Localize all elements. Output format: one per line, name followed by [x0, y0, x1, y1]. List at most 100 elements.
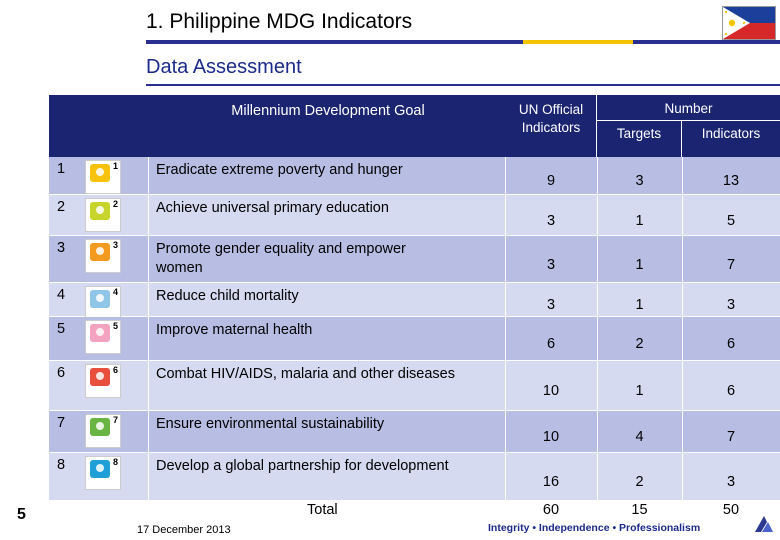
column-divider: [682, 317, 683, 361]
goal-number: 5: [57, 321, 66, 337]
mdg-goal-icon: 6: [85, 364, 121, 398]
row-background: [49, 236, 780, 283]
goal-description: Eradicate extreme poverty and hunger: [156, 162, 403, 178]
philippine-flag-icon: [722, 6, 776, 40]
value-un: 3: [546, 297, 556, 313]
mdg-goal-icon: 4: [85, 286, 121, 320]
mdg-table: Millennium Development Goal UN Official …: [49, 95, 780, 518]
column-divider: [682, 411, 683, 453]
value-targets: 1: [635, 297, 644, 313]
column-divider: [597, 236, 598, 283]
column-divider: [682, 236, 683, 283]
total-un: 60: [542, 502, 560, 518]
goal-number: 2: [57, 199, 66, 215]
column-divider: [505, 317, 506, 361]
goal-description: Ensure environmental sustainability: [156, 416, 385, 432]
column-divider: [505, 453, 506, 501]
total-row: Total 60 15 50: [49, 501, 780, 523]
mdg-goal-icon: 3: [85, 239, 121, 273]
value-un: 6: [546, 336, 556, 352]
value-indicators: 5: [726, 213, 736, 229]
value-indicators: 7: [726, 429, 736, 445]
title-rule-accent: [523, 40, 633, 44]
value-indicators: 3: [726, 474, 736, 490]
goal-number: 6: [57, 365, 66, 381]
value-un: 3: [546, 257, 556, 273]
column-divider: [682, 361, 683, 411]
icon-goal-number: 2: [112, 199, 118, 209]
column-divider: [597, 157, 598, 195]
total-targets: 15: [631, 502, 648, 518]
row-divider: [49, 194, 780, 195]
value-targets: 1: [635, 383, 644, 399]
value-targets: 3: [635, 173, 644, 189]
column-divider: [682, 453, 683, 501]
column-divider: [505, 283, 506, 317]
goal-number: 3: [57, 240, 66, 256]
column-divider: [505, 411, 506, 453]
value-targets: 4: [635, 429, 644, 445]
column-divider: [148, 283, 149, 317]
goal-number: 1: [57, 161, 66, 177]
value-targets: 1: [635, 257, 644, 273]
column-divider: [148, 317, 149, 361]
column-divider: [505, 195, 506, 236]
table-row: 3 3 Promote gender equality and empower wo…: [49, 236, 780, 283]
row-background: [49, 283, 780, 317]
row-divider: [49, 410, 780, 411]
icon-goal-number: 7: [112, 415, 118, 425]
mdg-goal-icon: 5: [85, 320, 121, 354]
row-background: [49, 411, 780, 453]
column-divider: [597, 195, 598, 236]
total-label: Total: [307, 502, 338, 518]
goal-description: Achieve universal primary education: [156, 200, 389, 216]
goal-number: 4: [57, 287, 66, 303]
value-indicators: 7: [726, 257, 736, 273]
table-row: 8 8 Develop a global partnership for devel…: [49, 453, 780, 501]
row-divider: [49, 316, 780, 317]
column-divider: [682, 157, 683, 195]
table-row: 1 1 Eradicate extreme poverty and hunger 9 3…: [49, 157, 780, 195]
column-divider: [505, 157, 506, 195]
icon-goal-number: 5: [112, 321, 118, 331]
column-divider: [682, 195, 683, 236]
page-subtitle: Data Assessment: [146, 56, 302, 78]
table-row: 2 2 Achieve universal primary education 3 1 5: [49, 195, 780, 236]
goal-description: Develop a global partnership for develop…: [156, 458, 449, 474]
goal-description: Reduce child mortality: [156, 288, 299, 304]
header-indicators-label: Indicators: [701, 126, 761, 141]
value-indicators: 13: [722, 173, 740, 189]
value-un: 10: [542, 429, 560, 445]
value-un: 9: [546, 173, 556, 189]
row-background: [49, 361, 780, 411]
header-goal: Millennium Development Goal: [148, 95, 505, 157]
header-corner: [49, 95, 148, 157]
column-divider: [597, 361, 598, 411]
footer-motto: Integrity • Independence • Professionali…: [488, 522, 701, 534]
column-divider: [505, 361, 506, 411]
value-indicators: 6: [726, 383, 736, 399]
icon-goal-number: 6: [112, 365, 118, 375]
header-indicators: Indicators: [682, 121, 780, 157]
value-targets: 2: [635, 474, 644, 490]
column-divider: [148, 195, 149, 236]
header-number: Number: [597, 95, 780, 120]
goal-number: 8: [57, 457, 66, 473]
column-divider: [597, 283, 598, 317]
row-background: [49, 453, 780, 501]
title-rule-end: [633, 40, 780, 44]
row-divider: [49, 282, 780, 283]
header-goal-label: Millennium Development Goal: [231, 103, 425, 119]
column-divider: [597, 317, 598, 361]
goal-number: 7: [57, 415, 66, 431]
mdg-goal-icon: 8: [85, 456, 121, 490]
column-divider: [148, 236, 149, 283]
icon-goal-number: 3: [112, 240, 118, 250]
value-targets: 1: [635, 213, 644, 229]
column-divider: [148, 411, 149, 453]
row-divider: [49, 235, 780, 236]
psa-logo-icon: [753, 512, 775, 539]
header-un-official: UN Official Indicators: [505, 95, 596, 157]
page-number: 5: [17, 506, 26, 523]
goal-description: Promote gender equality and empower wome…: [156, 241, 406, 276]
